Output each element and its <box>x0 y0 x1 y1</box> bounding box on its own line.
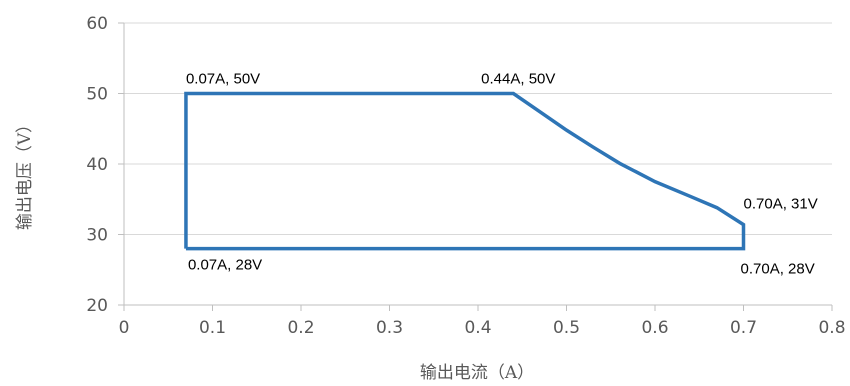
annotations: 0.07A, 50V 0.44A, 50V 0.70A, 31V 0.07A, 28V… <box>186 71 818 278</box>
data-label: 0.44A, 50V <box>481 71 555 88</box>
data-label: 0.07A, 28V <box>188 257 262 274</box>
x-tick-label: 0.4 <box>464 318 491 338</box>
y-tick-label: 20 <box>86 296 108 316</box>
tick-labels: 20 30 40 50 60 0 0.1 0.2 0.3 0.4 0.5 0.6 0.7 0.8 <box>86 14 845 338</box>
series-group <box>184 91 746 251</box>
axes <box>118 22 833 311</box>
x-tick-label: 0.7 <box>730 318 757 338</box>
y-axis-title: 输出电压（V） <box>15 116 35 230</box>
x-tick-label: 0.2 <box>287 318 314 338</box>
y-tick-label: 40 <box>86 155 108 175</box>
y-tick-label: 30 <box>86 226 108 246</box>
grid <box>124 22 832 235</box>
y-tick-label: 50 <box>86 85 108 105</box>
data-label: 0.07A, 50V <box>186 71 260 88</box>
x-axis-title: 输出电流（A） <box>420 363 534 383</box>
x-tick-label: 0.3 <box>376 318 403 338</box>
y-tick-label: 60 <box>86 14 108 34</box>
x-tick-label: 0 <box>119 318 130 338</box>
x-tick-label: 0.8 <box>818 318 845 338</box>
data-label: 0.70A, 31V <box>744 196 818 213</box>
x-tick-label: 0.5 <box>553 318 580 338</box>
x-tick-label: 0.6 <box>641 318 668 338</box>
x-tick-label: 0.1 <box>199 318 226 338</box>
data-label: 0.70A, 28V <box>741 261 815 278</box>
series-line-0 <box>184 91 746 251</box>
